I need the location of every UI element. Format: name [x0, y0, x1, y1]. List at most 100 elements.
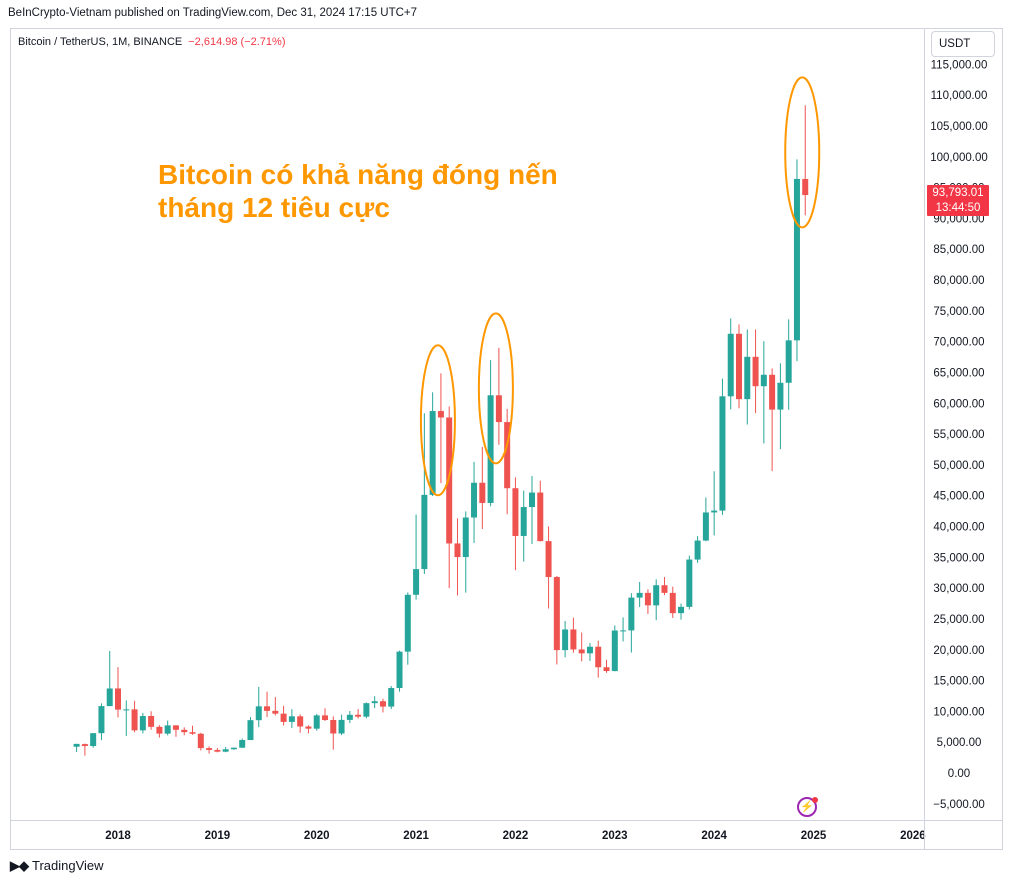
candle [620, 617, 627, 642]
candle [247, 717, 254, 741]
x-tick-label: 2023 [602, 830, 628, 842]
publish-caption: BeInCrypto-Vietnam published on TradingV… [8, 7, 418, 19]
candle-body [379, 701, 386, 707]
candle-body [255, 706, 262, 721]
candle-body [495, 395, 502, 423]
candle [81, 743, 88, 756]
currency-button[interactable]: USDT [931, 31, 995, 57]
bar-countdown: 13:44:50 [935, 201, 981, 214]
x-tick-label: 2025 [801, 830, 827, 842]
candle-body [272, 710, 279, 714]
candle-body [462, 517, 469, 558]
candle-body [760, 374, 767, 387]
candle-body [197, 733, 204, 749]
candle [371, 696, 378, 709]
y-tick-label: 100,000.00 [930, 152, 988, 164]
candle-body [346, 714, 353, 720]
candle [644, 589, 651, 614]
candle [404, 592, 411, 665]
candle-body [578, 649, 585, 654]
y-tick-label: 65,000.00 [933, 367, 984, 379]
candle [123, 700, 130, 737]
last-price-tag: 93,793.01 13:44:50 [927, 185, 989, 216]
candle-body [553, 577, 560, 651]
candle-body [479, 482, 486, 503]
candle-body [189, 732, 196, 734]
candle [736, 324, 742, 409]
x-tick-label: 2019 [205, 830, 231, 842]
candle [115, 667, 121, 718]
y-tick-label: 45,000.00 [933, 491, 984, 503]
candle [363, 702, 370, 719]
time-axis-labels: 2018 2019 2020 2021 2022 2023 2024 2025 2026 [105, 830, 925, 842]
x-tick-label: 2020 [304, 830, 330, 842]
candle-body [81, 744, 88, 747]
symbol-legend[interactable]: Bitcoin / TetherUS, 1M, BINANCE −2,614.98… [18, 36, 286, 48]
candle [346, 710, 353, 724]
candle-body [371, 701, 378, 704]
candle-body [355, 714, 362, 717]
candle-body [131, 709, 138, 731]
candle [777, 363, 784, 450]
candle-body [537, 492, 544, 542]
candle-body [98, 706, 105, 734]
candle [446, 406, 453, 589]
y-tick-label: 0.00 [948, 768, 970, 780]
candle [636, 581, 643, 607]
candle [429, 392, 436, 497]
candles-layer [73, 105, 809, 756]
candle [628, 593, 635, 653]
chart-frame [10, 28, 1003, 850]
candle-body [222, 749, 229, 752]
y-tick-label: −5,000.00 [933, 799, 984, 811]
candle [595, 640, 602, 678]
candle [653, 579, 660, 621]
x-tick-label: 2021 [403, 830, 429, 842]
candle [396, 650, 403, 692]
candle-body [512, 488, 519, 536]
y-tick-label: 35,000.00 [933, 552, 984, 564]
candle-body [313, 715, 320, 729]
candle [545, 526, 552, 609]
y-tick-label: 5,000.00 [937, 737, 982, 749]
y-tick-label: 40,000.00 [933, 522, 984, 534]
candle-body [90, 733, 97, 747]
chart-annotation: Bitcoin có khả năng đóng nến tháng 12 ti… [158, 158, 558, 224]
candle-body [437, 411, 444, 418]
candle-body [338, 719, 345, 734]
candle [197, 732, 204, 751]
candle-body [570, 629, 577, 650]
candle [611, 625, 618, 672]
candle-body [123, 709, 130, 711]
candle [785, 319, 792, 410]
candle-body [653, 585, 660, 606]
candle [73, 743, 80, 753]
y-tick-label: 70,000.00 [933, 337, 984, 349]
candle-body [611, 630, 618, 672]
candle-body [769, 374, 776, 410]
candle-body [156, 726, 163, 734]
lightning-icon[interactable]: ⚡ [797, 797, 818, 817]
candle-body [471, 482, 478, 518]
candle-body [413, 569, 420, 595]
candle-body [446, 417, 453, 544]
candle-body [520, 507, 527, 536]
x-tick-label: 2018 [105, 830, 131, 842]
candle-body [172, 725, 179, 730]
candle [379, 698, 386, 713]
candle-body [330, 720, 337, 734]
candle-body [586, 646, 593, 654]
highlight-ellipse [419, 344, 456, 497]
candle [752, 329, 759, 414]
y-tick-label: 85,000.00 [933, 244, 984, 256]
tradingview-logo[interactable]: ▶◆ TradingView [10, 858, 104, 874]
x-tick-label: 2024 [701, 830, 727, 842]
candle [462, 511, 469, 593]
candle-body [736, 333, 742, 400]
price-axis-labels: −5,000.00 0.00 5,000.00 10,000.00 15,000.00 2… [930, 59, 988, 810]
candle [164, 720, 171, 736]
candle [272, 697, 279, 716]
candle-body [487, 395, 494, 503]
price-axis-separator [924, 28, 925, 850]
